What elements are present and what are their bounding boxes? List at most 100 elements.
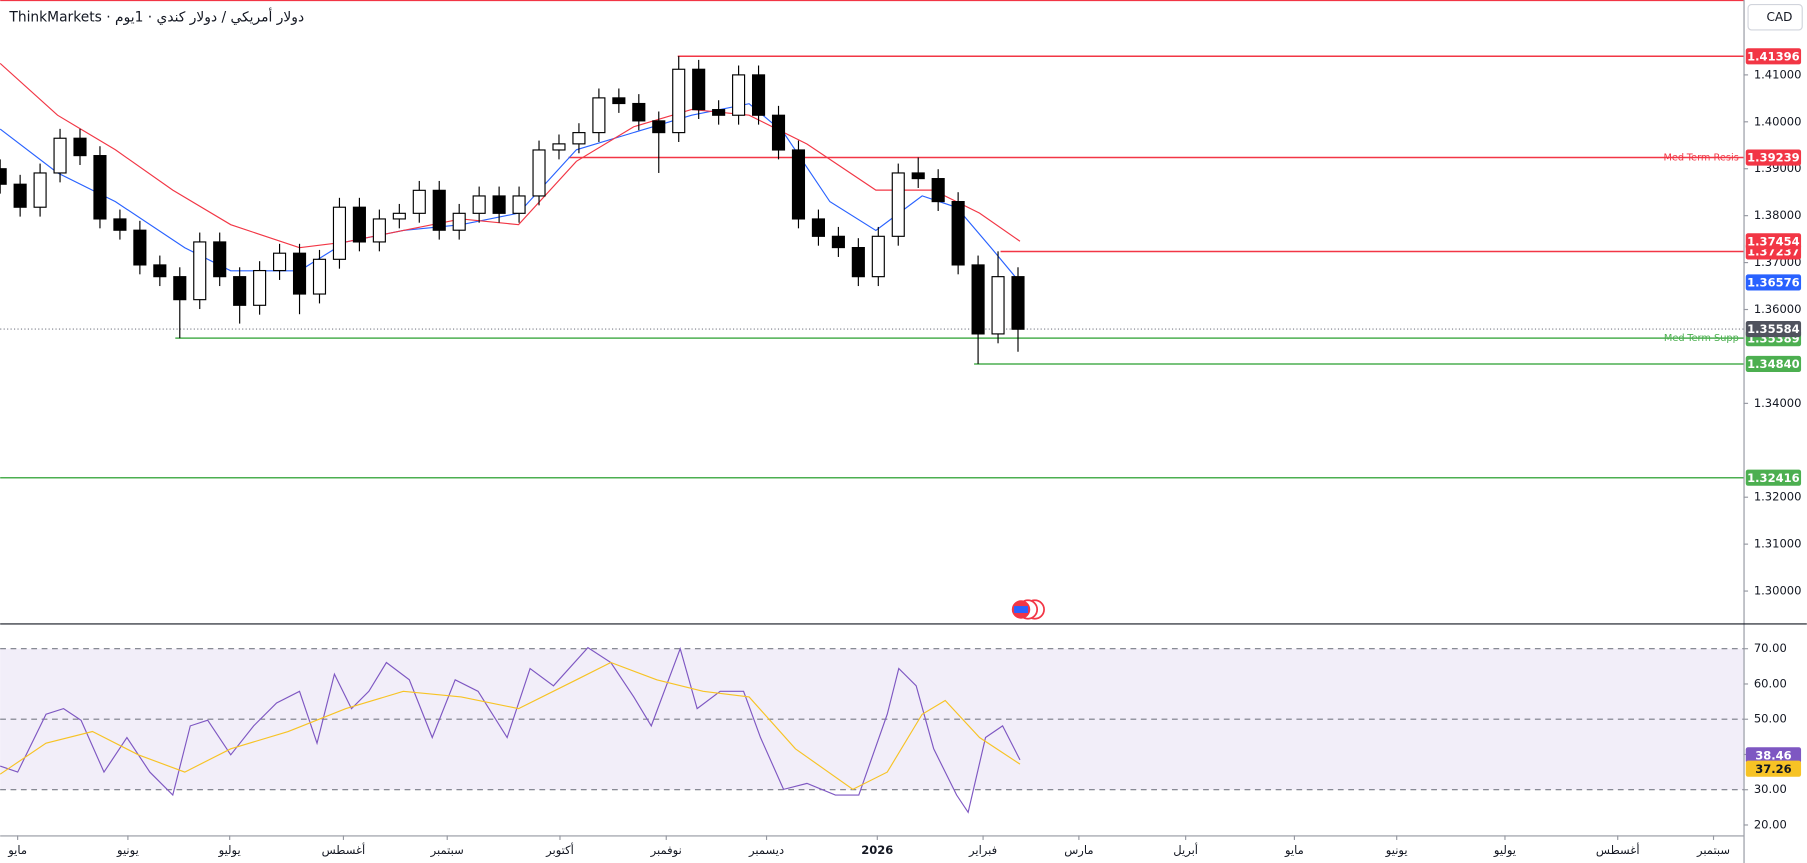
candle-body <box>732 74 746 116</box>
candle-body <box>811 218 825 237</box>
candle-body <box>392 212 406 220</box>
candle-body <box>652 120 666 134</box>
price-badge <box>1745 48 1802 65</box>
y-tick-label: 1.34000 <box>1754 396 1802 410</box>
candle-body <box>273 252 287 272</box>
x-tick-label: يونيو <box>116 843 139 858</box>
candle-body <box>372 218 386 243</box>
candle-body <box>153 264 167 278</box>
x-tick-label: أغسطس <box>1596 842 1640 858</box>
candle-body <box>632 102 646 122</box>
level-annotation: Med-Term Supp <box>1664 333 1739 344</box>
candle-body <box>53 137 67 174</box>
price-badge-label: 1.41396 <box>1747 49 1799 63</box>
currency-label[interactable]: CAD <box>1767 10 1793 24</box>
moving-average <box>0 62 1021 249</box>
y-tick-label: 1.32000 <box>1754 490 1802 504</box>
y-tick-label: 1.30000 <box>1754 584 1802 598</box>
candle-body <box>412 189 426 214</box>
candle-body <box>612 97 626 105</box>
candle-body <box>233 276 247 306</box>
price-badge-label: 1.32416 <box>1747 471 1799 485</box>
candle-body <box>592 97 606 134</box>
price-badge <box>1745 274 1802 291</box>
x-tick-label: مايو <box>7 843 27 858</box>
x-tick-label: يوليو <box>218 843 241 858</box>
price-badge-label: 1.34840 <box>1747 357 1799 371</box>
x-tick-label: فبراير <box>968 843 997 858</box>
y-tick-label: 1.38000 <box>1754 208 1802 222</box>
candle-body <box>173 276 187 301</box>
candle-body <box>73 137 87 157</box>
candle-body <box>751 74 766 116</box>
x-tick-label: أبريل <box>1173 842 1198 858</box>
candle-body <box>552 143 566 151</box>
candle-body <box>432 189 446 231</box>
x-tick-label: مايو <box>1284 843 1304 858</box>
candle-body <box>532 149 546 197</box>
candle-body <box>991 276 1005 335</box>
x-tick-label: نوفمبر <box>650 843 682 858</box>
rsi-line <box>0 661 1021 791</box>
candle-body <box>452 212 466 231</box>
x-tick-label: أكتوبر <box>545 842 574 858</box>
currency-button[interactable] <box>1747 4 1803 31</box>
candle-body <box>332 206 347 260</box>
chart-title: ThinkMarkets · دولار أمريكي / دولار كندي… <box>8 7 304 25</box>
candle-body <box>911 172 925 180</box>
candle-body <box>352 206 366 243</box>
y-tick-label: 50.00 <box>1754 712 1787 726</box>
y-tick-label: 1.41000 <box>1754 67 1802 81</box>
price-badge <box>1745 233 1802 250</box>
price-badge <box>1745 747 1802 764</box>
price-badge <box>1745 469 1802 486</box>
candle-body <box>692 68 706 111</box>
y-tick-label: 30.00 <box>1754 782 1787 796</box>
y-tick-label: 60.00 <box>1754 676 1787 690</box>
candle-body <box>253 269 267 306</box>
candle-body <box>472 195 486 214</box>
rsi-line <box>0 646 1021 814</box>
price-badge <box>1745 149 1802 166</box>
price-badge <box>1745 760 1802 777</box>
candle-body <box>672 68 686 134</box>
x-tick-label: ديسمبر <box>748 843 784 858</box>
price-badge-label: 1.37454 <box>1747 234 1799 248</box>
candle-body <box>492 195 506 214</box>
candle-body <box>292 252 307 295</box>
candle-body <box>213 241 227 278</box>
price-badge-label: 38.46 <box>1755 748 1791 762</box>
y-tick-label: 70.00 <box>1754 641 1787 655</box>
broker-logo <box>1011 599 1045 620</box>
candle-body <box>113 218 127 231</box>
price-badge <box>1745 355 1802 373</box>
y-tick-label: 1.31000 <box>1754 537 1802 551</box>
x-tick-label: سبتمبر <box>430 843 464 858</box>
candle-body <box>851 246 865 278</box>
price-badge-label: 1.35584 <box>1747 322 1799 336</box>
candle-body <box>572 132 586 145</box>
candle-body <box>33 172 47 208</box>
x-tick-label: 2026 <box>861 843 893 857</box>
price-badge-label: 1.36576 <box>1747 276 1799 290</box>
candle-body <box>712 109 726 116</box>
price-badge-label: 37.26 <box>1755 762 1791 776</box>
candle-body <box>931 178 945 203</box>
candle-body <box>512 195 526 214</box>
x-tick-label: يوليو <box>1493 843 1516 858</box>
candle-body <box>0 168 7 185</box>
x-tick-label: مارس <box>1064 843 1093 858</box>
level-annotation: Med-Term Resis <box>1663 153 1738 164</box>
price-badge-label: 1.39239 <box>1747 151 1799 165</box>
y-tick-label: 1.36000 <box>1754 302 1802 316</box>
candle-body <box>1011 276 1025 330</box>
x-tick-label: يونيو <box>1385 843 1408 858</box>
price-badge <box>1745 320 1802 338</box>
x-tick-label: أغسطس <box>322 842 366 858</box>
candle-body <box>971 264 985 335</box>
candle-body <box>831 235 845 249</box>
candle-body <box>951 201 965 266</box>
y-tick-label: 1.40000 <box>1754 114 1802 128</box>
candle-body <box>312 258 327 295</box>
